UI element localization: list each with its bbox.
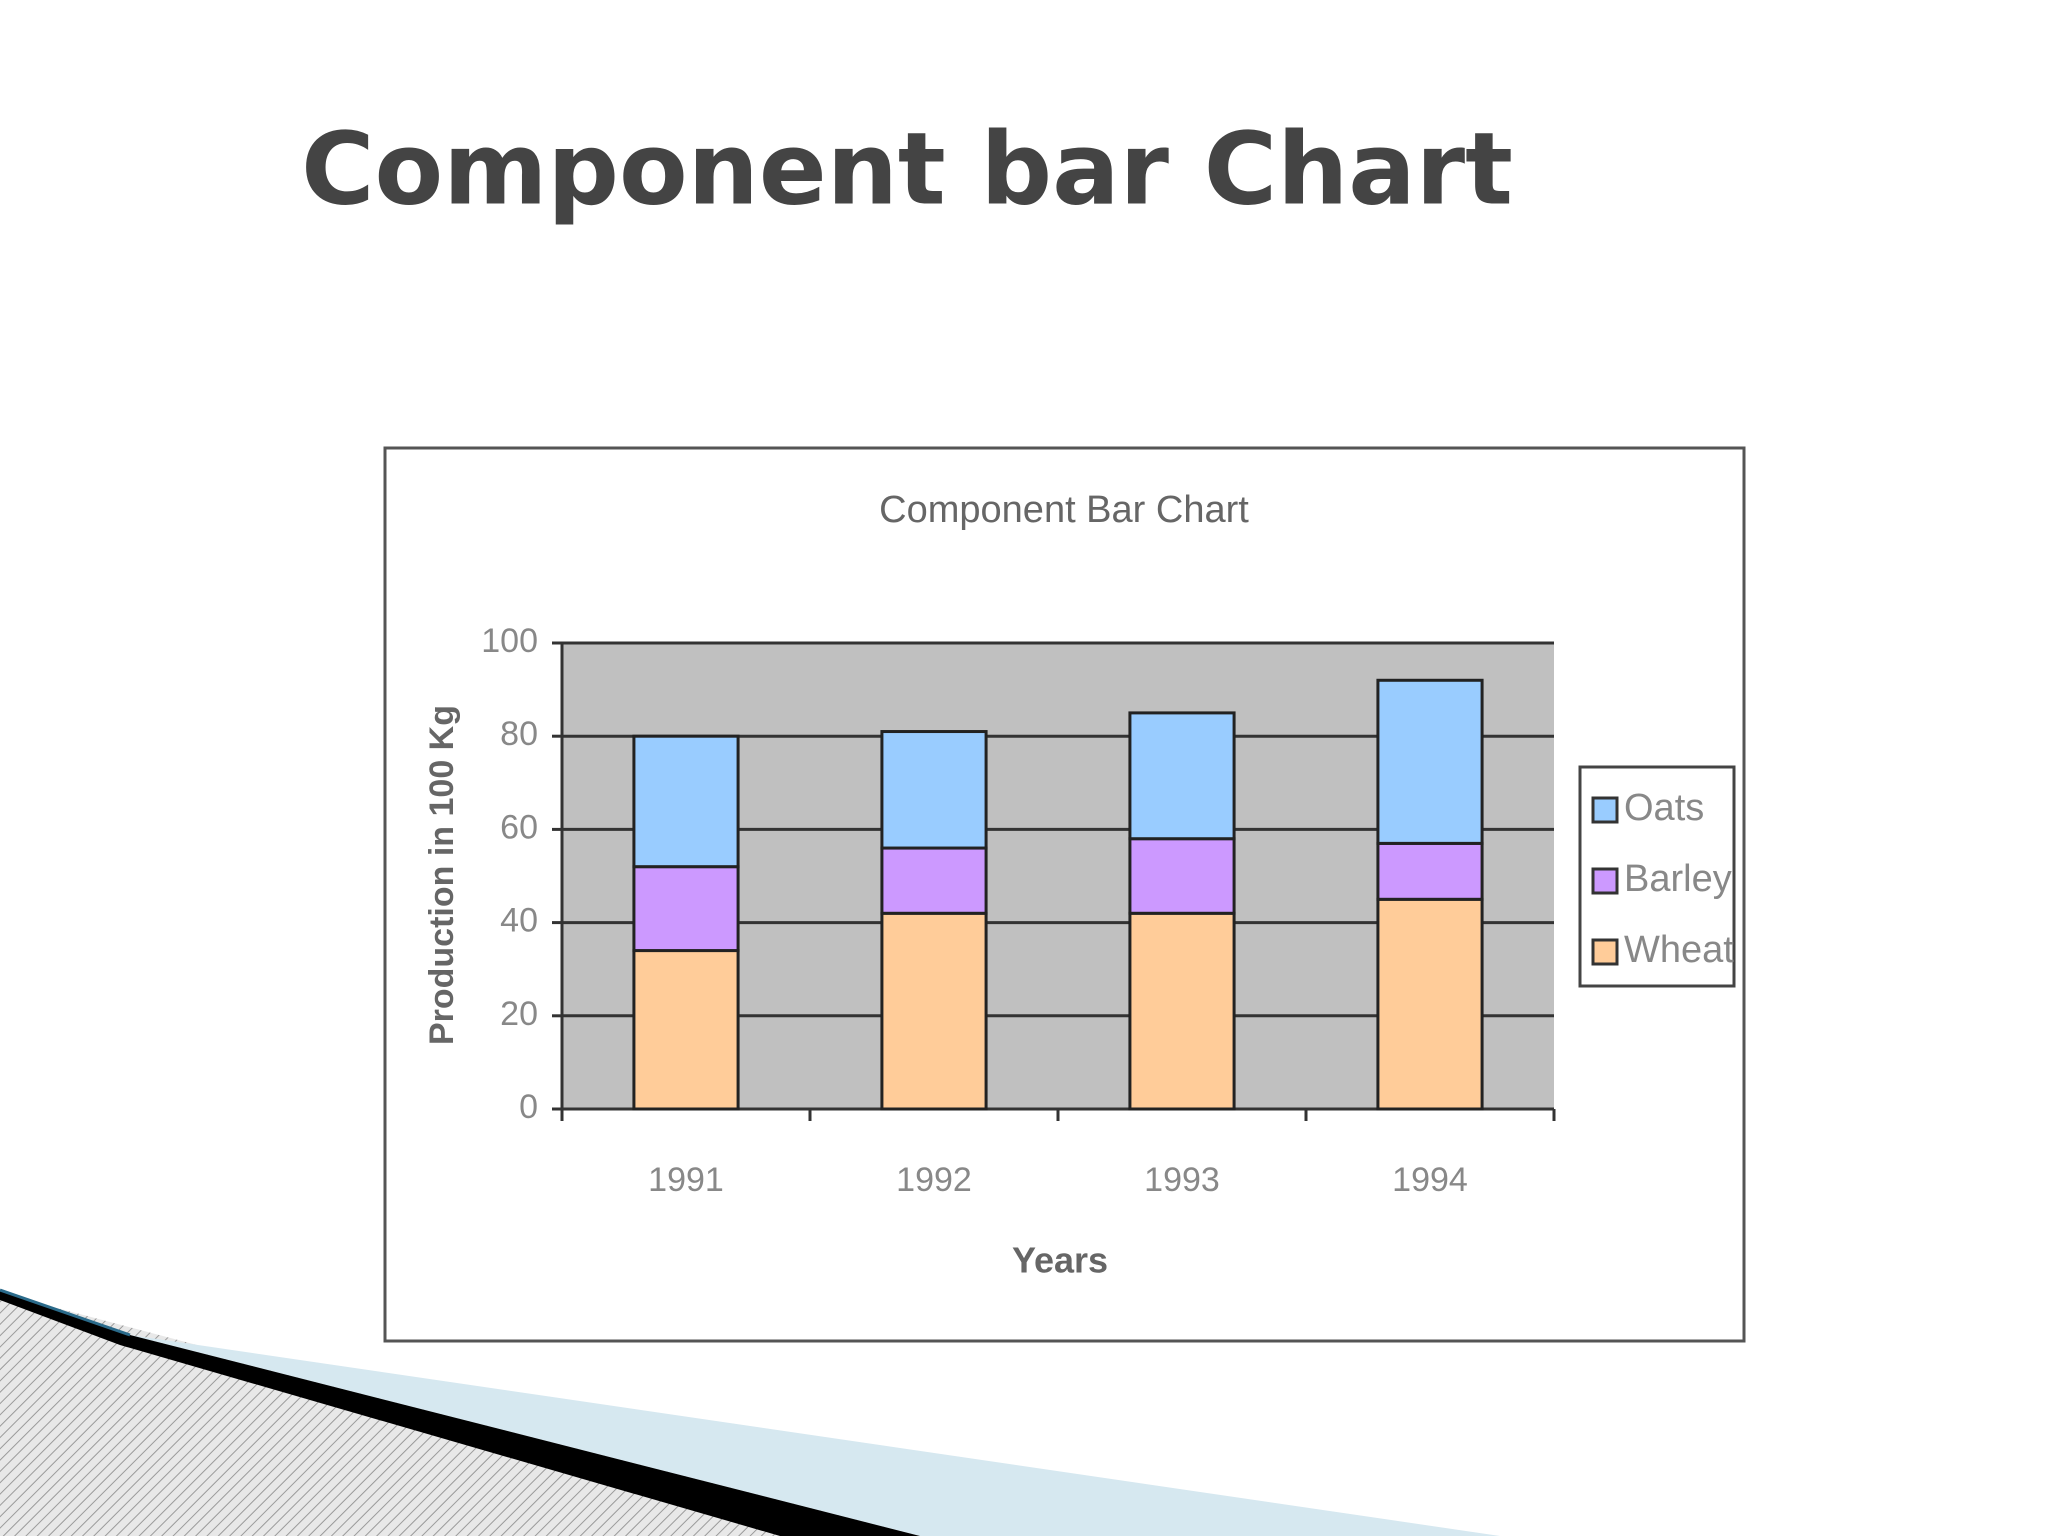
bar-segment	[632, 949, 740, 1111]
chart-title: Component Bar Chart	[879, 489, 1249, 531]
bar-segment	[880, 846, 988, 915]
decor-line	[0, 1288, 131, 1337]
bar-segment	[632, 865, 740, 953]
y-tick-label: 80	[500, 715, 538, 753]
bar-segment	[1128, 837, 1236, 915]
x-tick-label: 1991	[648, 1161, 724, 1199]
legend-swatch	[1591, 796, 1619, 824]
legend-label: Oats	[1624, 787, 1704, 829]
bar-segment	[1376, 678, 1484, 845]
legend-swatch	[1591, 867, 1619, 895]
x-axis-label: Years	[1012, 1240, 1108, 1281]
bar-segment	[1376, 897, 1484, 1111]
legend-label: Barley	[1624, 858, 1732, 900]
bar-segment	[1376, 841, 1484, 901]
legend-swatch	[1591, 938, 1619, 966]
y-tick-label: 20	[500, 995, 538, 1033]
bar-segment	[1128, 911, 1236, 1111]
slide-title: Component bar Chart	[301, 110, 1513, 227]
y-tick-label: 100	[481, 622, 538, 660]
legend-label: Wheat	[1624, 929, 1734, 971]
bar-segment	[632, 734, 740, 869]
y-tick-label: 40	[500, 902, 538, 940]
decor-blue	[130, 1335, 1500, 1536]
y-tick-label: 0	[519, 1088, 538, 1126]
y-tick-label: 60	[500, 808, 538, 846]
x-tick-label: 1993	[1144, 1161, 1220, 1199]
bar-segment	[880, 911, 988, 1111]
bar-segment	[1128, 711, 1236, 841]
x-tick-label: 1994	[1392, 1161, 1468, 1199]
y-axis-label: Production in 100 Kg	[423, 705, 461, 1045]
x-tick-label: 1992	[896, 1161, 972, 1199]
bar-segment	[880, 730, 988, 850]
